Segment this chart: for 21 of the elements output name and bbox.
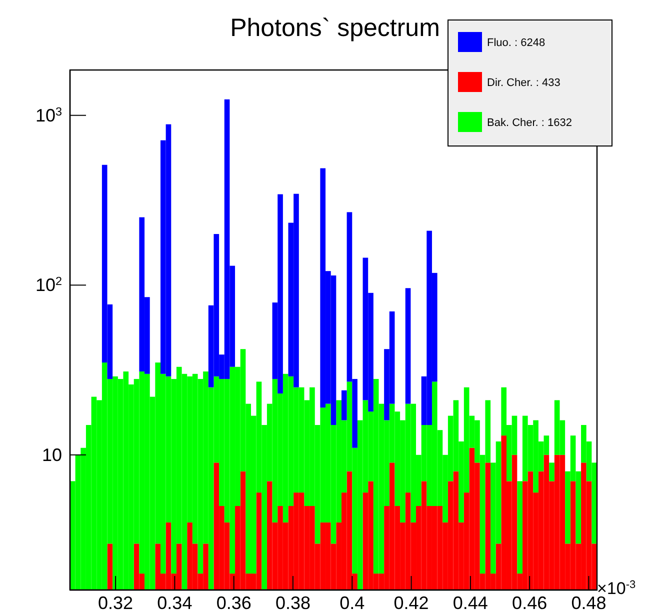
x-tick-label: 0.42 xyxy=(394,592,429,613)
x-tick-label: 0.44 xyxy=(452,592,488,613)
y-tick-label: 10$^{3}$ xyxy=(35,104,62,126)
x-tick-label: 0.36 xyxy=(216,592,252,613)
x-tick-label: 0.32 xyxy=(98,592,134,613)
y-tick-label: 10$^{2}$ xyxy=(35,274,62,296)
y-tick-label: 10 xyxy=(42,444,62,465)
x-tick-label: 0.38 xyxy=(275,592,311,613)
bar xyxy=(405,288,411,404)
bar xyxy=(549,462,554,482)
bar xyxy=(517,481,522,574)
chart-title: Photons` spectrum xyxy=(230,14,440,42)
x-tick-label: 0.34 xyxy=(157,592,192,613)
legend-label: Dir. Cher. : 433 xyxy=(487,77,560,89)
x-tick-label: 0.46 xyxy=(512,592,548,613)
x-tick-label: 0.48 xyxy=(571,592,606,613)
legend-label: Bak. Cher. : 1632 xyxy=(487,117,572,129)
x-tick-label: 0.4 xyxy=(340,592,365,613)
bar xyxy=(107,544,113,590)
bar xyxy=(341,390,347,420)
legend-label: Fluo. : 6248 xyxy=(487,37,546,49)
